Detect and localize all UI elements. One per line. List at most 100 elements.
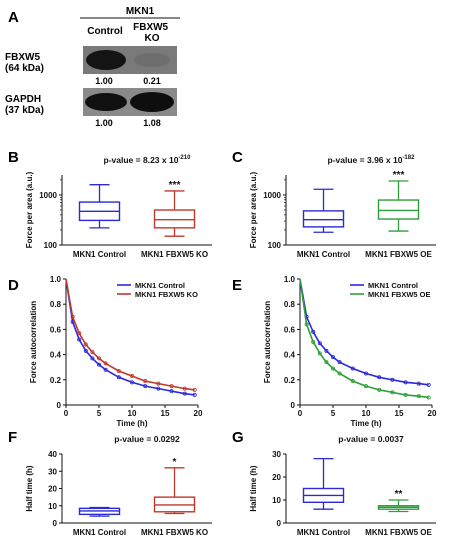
quant-fbxw5-control: 1.00 <box>95 76 113 86</box>
row2-label-line1: GAPDH <box>5 94 41 105</box>
x-tick-label-D: 0 <box>64 409 69 418</box>
cell-line-label: MKN1 <box>126 6 155 17</box>
row1-label-line1: FBXW5 <box>5 52 40 63</box>
legend-label-E-0: MKN1 Control <box>368 281 418 290</box>
x-tick-label-E: 15 <box>395 409 404 418</box>
y-tick-label-D: 1.0 <box>50 275 62 284</box>
data-point-D-1 <box>97 356 102 361</box>
significance-G: ** <box>395 489 403 500</box>
data-point-E-0 <box>350 366 355 371</box>
data-point-D-0 <box>83 348 88 353</box>
legend-label-E-1: MKN1 FBXW5 OE <box>368 290 431 299</box>
y-tick-label-D: 0 <box>57 401 62 410</box>
legend-label-D-0: MKN1 Control <box>135 281 185 290</box>
box-B <box>153 209 196 229</box>
quant-fbxw5-ko: 0.21 <box>143 76 161 86</box>
data-point-D-1 <box>143 379 148 384</box>
chart-title-F: p-value = 0.0292 <box>114 434 180 444</box>
data-point-E-0 <box>403 380 408 385</box>
data-point-D-0 <box>169 389 174 394</box>
x-category-label-G: MKN1 FBXW5 OE <box>365 528 432 537</box>
band-fbxw5-control <box>86 50 126 70</box>
data-point-D-1 <box>90 350 95 355</box>
x-tick-label-D: 20 <box>194 409 203 418</box>
data-point-E-1 <box>416 394 421 399</box>
series-line-D-0 <box>65 278 195 396</box>
data-point-D-1 <box>116 368 121 373</box>
y-axis-label-E: Force autocorrelation <box>263 301 272 383</box>
panel-letter-c: C <box>232 149 243 166</box>
data-point-E-1 <box>330 366 335 371</box>
data-point-E-1 <box>403 392 408 397</box>
data-point-D-1 <box>83 342 88 347</box>
y-tick-label-D: 0.8 <box>50 300 62 309</box>
band-gapdh-control <box>85 93 127 111</box>
y-tick-label-E: 0.4 <box>284 351 296 360</box>
chart-title-G: p-value = 0.0037 <box>338 434 404 444</box>
row1-label-line2: (64 kDa) <box>5 63 44 74</box>
y-tick-label-B: 100 <box>44 241 58 250</box>
x-tick-label-E: 0 <box>298 409 303 418</box>
y-tick-label-E: 0.8 <box>284 300 296 309</box>
data-point-E-0 <box>330 355 335 360</box>
y-tick-label-G: 20 <box>272 473 281 482</box>
x-tick-label-E: 5 <box>331 409 336 418</box>
data-point-D-0 <box>90 356 95 361</box>
data-point-D-0 <box>192 392 197 397</box>
y-tick-label-E: 0.6 <box>284 325 296 334</box>
x-category-label-F: MKN1 Control <box>73 528 126 537</box>
data-point-D-1 <box>103 361 108 366</box>
western-blot-panel: MKN1 Control FBXW5 KO FBXW5 (64 kDa) 1.0… <box>5 6 180 128</box>
data-point-E-0 <box>317 341 322 346</box>
panel-letter-b: B <box>8 149 19 166</box>
data-point-E-1 <box>390 390 395 395</box>
data-point-E-0 <box>311 329 316 334</box>
box-C <box>302 210 345 228</box>
significance-F: * <box>173 457 177 468</box>
x-tick-label-D: 10 <box>128 409 137 418</box>
data-point-D-0 <box>143 384 148 389</box>
x-category-label-B: MKN1 FBXW5 KO <box>141 250 208 259</box>
y-tick-label-F: 30 <box>48 467 57 476</box>
y-tick-label-G: 10 <box>272 496 281 505</box>
data-point-D-1 <box>192 387 197 392</box>
x-axis-label-E: Time (h) <box>351 419 382 428</box>
x-category-label-G: MKN1 Control <box>297 528 350 537</box>
chart-title-B: p-value = 8.23 x 10-210 <box>104 155 192 165</box>
x-category-label-C: MKN1 Control <box>297 250 350 259</box>
x-category-label-C: MKN1 FBXW5 OE <box>365 250 432 259</box>
data-point-E-1 <box>324 360 329 365</box>
row1-label: FBXW5 (64 kDa) <box>5 52 44 74</box>
data-point-E-0 <box>390 377 395 382</box>
data-point-E-1 <box>377 387 382 392</box>
y-tick-label-D: 0.4 <box>50 351 62 360</box>
data-point-D-1 <box>182 386 187 391</box>
y-axis-label-C: Force per area (a.u.) <box>249 171 258 248</box>
y-tick-label-C: 1000 <box>263 191 281 200</box>
significance-B: *** <box>169 180 181 191</box>
data-point-E-1 <box>363 384 368 389</box>
quant-gapdh-ko: 1.08 <box>143 118 161 128</box>
y-tick-label-G: 30 <box>272 450 281 459</box>
y-tick-label-D: 0.2 <box>50 376 62 385</box>
y-tick-label-G: 0 <box>277 519 282 528</box>
x-axis-label-D: Time (h) <box>117 419 148 428</box>
data-point-D-0 <box>129 380 134 385</box>
y-tick-label-B: 1000 <box>39 191 57 200</box>
data-point-E-1 <box>317 351 322 356</box>
panel-letter-a: A <box>8 9 19 26</box>
data-point-E-1 <box>311 339 316 344</box>
panel-letter-g: G <box>232 429 244 446</box>
data-point-E-1 <box>426 395 431 400</box>
y-axis-label-G: Half time (h) <box>249 465 258 512</box>
y-tick-label-F: 0 <box>53 519 58 528</box>
row2-label: GAPDH (37 kDa) <box>5 94 44 116</box>
panel-letter-f: F <box>8 429 17 446</box>
data-point-D-0 <box>156 386 161 391</box>
data-point-D-1 <box>169 384 174 389</box>
data-point-E-1 <box>350 379 355 384</box>
data-point-E-0 <box>337 360 342 365</box>
y-tick-label-E: 1.0 <box>284 275 296 284</box>
band-gapdh-ko <box>130 92 174 112</box>
